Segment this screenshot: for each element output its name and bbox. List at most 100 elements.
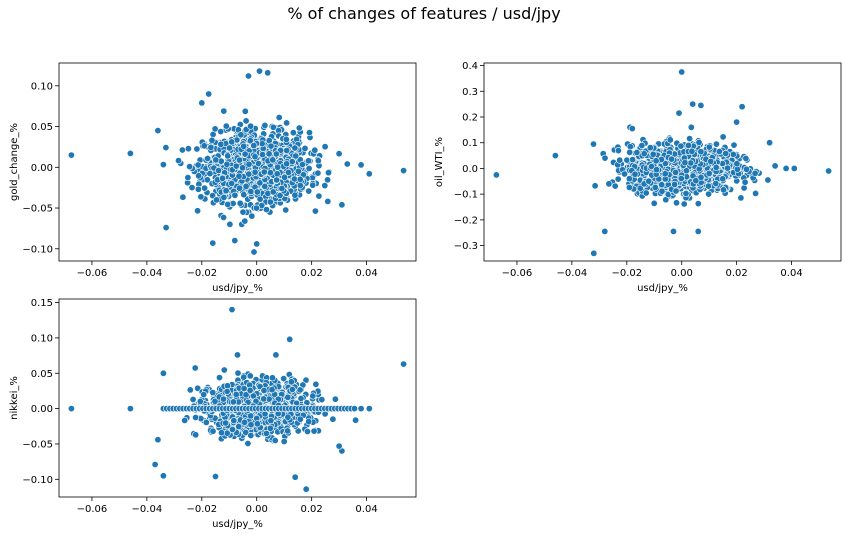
scatter-point <box>220 193 228 201</box>
scatter-point <box>357 405 365 413</box>
scatter-point <box>687 123 695 131</box>
scatter-point <box>162 144 170 152</box>
scatter-point <box>203 176 211 184</box>
scatter-point <box>304 157 312 165</box>
scatter-point <box>694 200 702 208</box>
scatter-point <box>253 204 261 212</box>
scatter-point <box>601 227 609 235</box>
scatter-point <box>318 396 326 404</box>
scatter-point <box>626 148 634 156</box>
scatter-point <box>692 177 700 185</box>
scatter-point <box>638 142 646 150</box>
scatter-point <box>705 190 713 198</box>
scatter-point <box>324 176 332 184</box>
scatter-point <box>245 72 253 80</box>
scatter-point <box>246 386 254 394</box>
x-axis-label: usd/jpy_% <box>212 283 263 294</box>
scatter-point <box>272 150 280 158</box>
scatter-point <box>274 163 282 171</box>
scatter-point <box>154 436 162 444</box>
scatter-point <box>704 182 712 190</box>
scatter-point <box>213 196 221 204</box>
y-tick-label: −0.10 <box>22 244 53 255</box>
scatter-point <box>719 175 727 183</box>
scatter-point <box>646 144 654 152</box>
scatter-point <box>162 224 170 232</box>
x-tick-label: −0.06 <box>77 268 108 279</box>
scatter-point <box>126 405 134 413</box>
scatter-point <box>222 419 230 427</box>
scatter-point <box>202 418 210 426</box>
scatter-point <box>686 135 694 143</box>
x-tick-label: 0.00 <box>246 504 268 515</box>
scatter-point <box>614 147 622 155</box>
scatter-point <box>302 485 310 493</box>
scatter-point <box>189 395 197 403</box>
x-tick-label: −0.02 <box>611 268 642 279</box>
scatter-point <box>248 212 256 220</box>
scatter-point <box>261 182 269 190</box>
scatter-points <box>67 306 408 493</box>
scatter-point <box>200 142 208 150</box>
scatter-point <box>188 184 196 192</box>
scatter-point <box>239 164 247 172</box>
scatter-point <box>151 460 159 468</box>
scatter-point <box>159 161 167 169</box>
scatter-point <box>278 184 286 192</box>
scatter-point <box>231 237 239 245</box>
x-tick-label: 0.04 <box>780 268 802 279</box>
x-tick-label: 0.00 <box>246 268 268 279</box>
scatter-point <box>629 156 637 164</box>
scatter-point <box>196 397 204 405</box>
scatter-point <box>195 172 203 180</box>
scatter-point <box>179 193 187 201</box>
scatter-point <box>241 107 249 115</box>
scatter-point <box>241 150 249 158</box>
y-tick-label: 0.15 <box>31 298 53 309</box>
scatter-point <box>672 187 680 195</box>
scatter-point <box>222 122 230 130</box>
scatter-point <box>719 186 727 194</box>
scatter-point <box>296 181 304 189</box>
scatter-point <box>284 393 292 401</box>
scatter-point <box>215 167 223 175</box>
scatter-point <box>67 405 75 413</box>
scatter-point <box>192 413 200 421</box>
y-tick-label: −0.2 <box>454 215 478 226</box>
y-axis-label: oil_WTI_% <box>434 137 445 187</box>
scatter-point <box>273 176 281 184</box>
y-tick-label: 0.00 <box>31 163 53 174</box>
scatter-point <box>267 142 275 150</box>
scatter-point <box>159 369 167 377</box>
scatter-point <box>365 405 373 413</box>
scatter-point <box>186 386 194 394</box>
scatter-point <box>310 427 318 435</box>
scatter-point <box>303 427 311 435</box>
scatter-point <box>253 420 261 428</box>
scatter-point <box>309 181 317 189</box>
scatter-point <box>250 248 258 256</box>
scatter-point <box>589 140 597 148</box>
scatter-point <box>729 150 737 158</box>
scatter-point <box>652 166 660 174</box>
scatter-point <box>684 141 692 149</box>
scatter-point <box>226 220 234 228</box>
scatter-point <box>260 386 268 394</box>
y-tick-label: 0.0 <box>462 164 478 175</box>
x-tick-label: 0.00 <box>671 268 693 279</box>
scatter-point <box>305 164 313 172</box>
scatter-point <box>280 437 288 445</box>
scatter-point <box>338 201 346 209</box>
scatter-point <box>226 144 234 152</box>
scatter-point <box>228 179 236 187</box>
scatter-point <box>282 135 290 143</box>
scatter-point <box>694 227 702 235</box>
scatter-point <box>284 427 292 435</box>
scatter-point <box>687 159 695 167</box>
x-axis-label: usd/jpy_% <box>637 283 688 294</box>
scatter-point <box>722 150 730 158</box>
scatter-point <box>642 189 650 197</box>
scatter-point <box>191 364 199 372</box>
scatter-point <box>712 163 720 171</box>
scatter-point <box>697 148 705 156</box>
